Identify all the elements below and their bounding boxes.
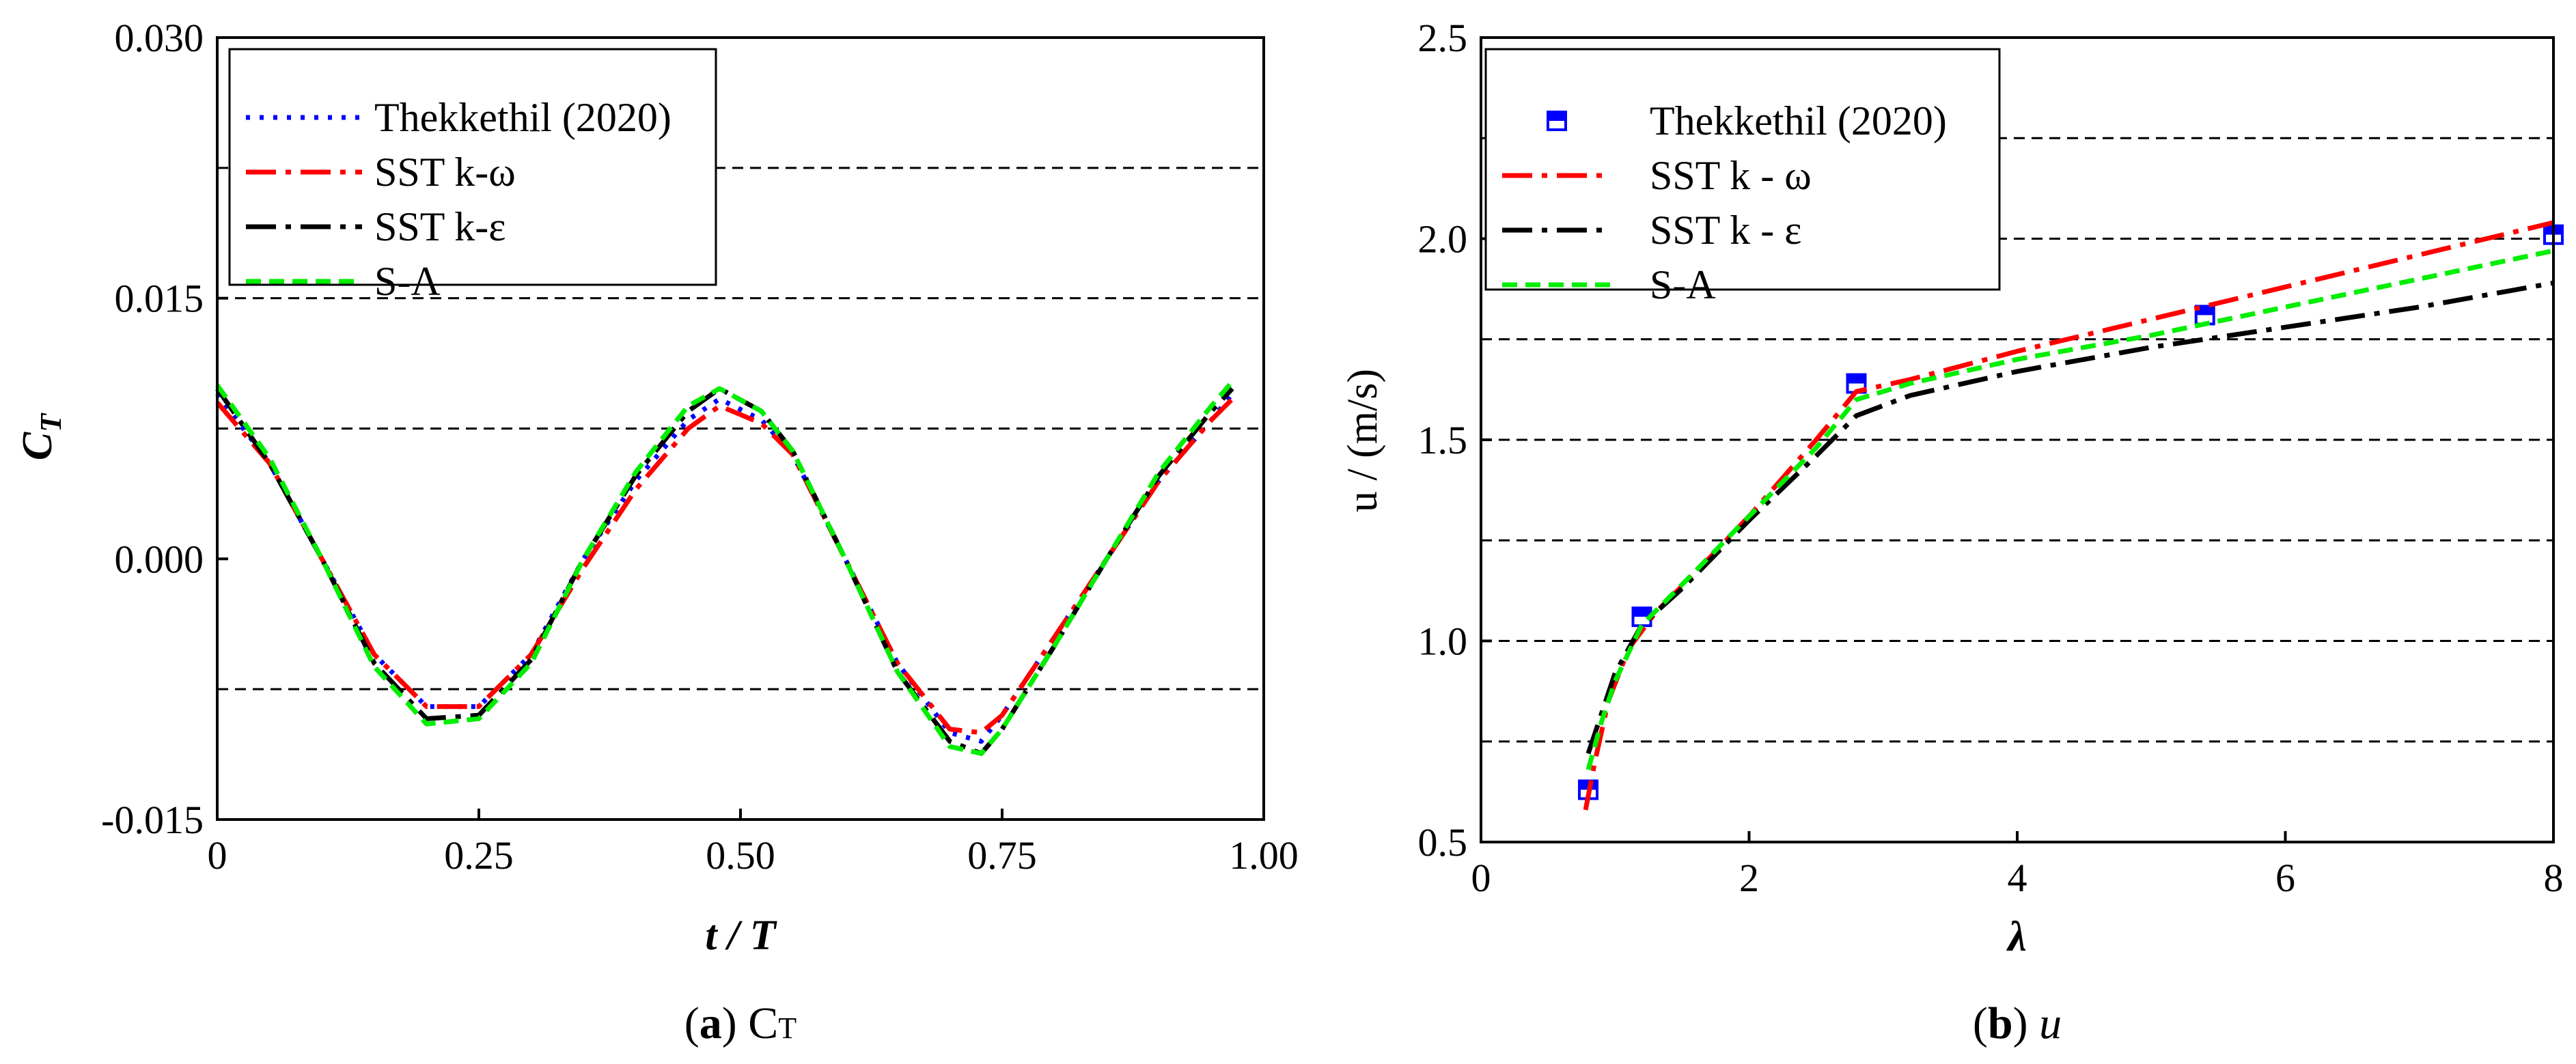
b-legend-box <box>1484 48 2001 291</box>
b-legend-label-2: SST k - ε <box>1650 208 1801 253</box>
b-series-3-line <box>1585 248 2554 770</box>
b-series-2-line <box>1585 280 2554 755</box>
b-x-tick-label-4: 8 <box>2544 856 2564 900</box>
a-series-2-line <box>215 386 1234 756</box>
b-x-tick-label-0: 0 <box>1471 856 1491 900</box>
b-y-tick-label-1: 1.0 <box>1418 619 1468 664</box>
b-x-tick-label-1: 2 <box>1739 856 1759 900</box>
a-y-tick-label-0: -0.015 <box>101 798 204 842</box>
b-legend-label-1: SST k - ω <box>1650 153 1812 198</box>
b-x-axis-label: λ <box>2006 914 2027 960</box>
a-legend-label-0: Thekkethil (2020) <box>374 95 671 140</box>
b-series-1-line <box>1583 220 2554 811</box>
a-series-3-line <box>215 380 1234 756</box>
a-x-tick-label-2: 0.50 <box>706 833 775 878</box>
b-y-tick-label-3: 2.0 <box>1418 217 1468 262</box>
a-y-tick-label-1: 0.000 <box>115 537 204 581</box>
panel-b: 0 2 4 6 8 0.5 1.0 1.5 2.0 2.5 Thekkethil (2020) SS… <box>1340 16 2564 1048</box>
b-legend-label-0: Thekkethil (2020) <box>1650 98 1947 143</box>
a-legend-label-2: SST k-ε <box>374 204 505 249</box>
a-series-1-line <box>215 397 1234 736</box>
a-y-tick-label-3: 0.030 <box>115 16 204 60</box>
b-legend-label-3: S-A <box>1650 262 1716 307</box>
a-legend-label-3: S-A <box>374 259 441 304</box>
a-gridlines <box>217 167 1264 690</box>
b-series-0-point-2 <box>1846 373 1867 394</box>
a-y-tick-label-2: 0.015 <box>115 277 204 321</box>
b-x-tick-label-2: 4 <box>2008 856 2027 900</box>
a-ticks: 0 0.25 0.50 0.75 1.00 -0.015 0.000 0.015 0.030 <box>101 16 1299 878</box>
a-legend-box <box>228 48 717 286</box>
a-x-tick-label-0: 0 <box>208 833 227 878</box>
b-y-tick-label-0: 0.5 <box>1418 820 1468 865</box>
b-y-tick-label-4: 2.5 <box>1418 16 1468 60</box>
a-y-axis-label: CT <box>14 412 68 460</box>
a-x-axis-label: t / T <box>705 912 777 959</box>
b-legend-sample-0 <box>1547 111 1567 131</box>
b-legend: Thekkethil (2020) SST k - ω SST k - ε S-A <box>1484 48 2001 307</box>
a-series-lines <box>215 380 1234 756</box>
b-x-tick-label-3: 6 <box>2275 856 2295 900</box>
a-x-tick-label-1: 0.25 <box>444 833 514 878</box>
a-caption: (a) CT <box>684 998 797 1048</box>
b-caption: (b) u <box>1973 998 2062 1048</box>
b-series-lines <box>1578 220 2564 811</box>
a-x-tick-label-3: 0.75 <box>967 833 1037 878</box>
b-y-axis-label: u / (m/s) <box>1340 369 1386 512</box>
a-legend-label-1: SST k-ω <box>374 150 516 195</box>
panel-a: 0 0.25 0.50 0.75 1.00 -0.015 0.000 0.015 0.030 T… <box>14 16 1299 1048</box>
a-legend: Thekkethil (2020) SST k-ω SST k-ε S-A <box>228 48 717 304</box>
a-x-tick-label-4: 1.00 <box>1229 833 1299 878</box>
b-y-tick-label-2: 1.5 <box>1418 418 1468 462</box>
